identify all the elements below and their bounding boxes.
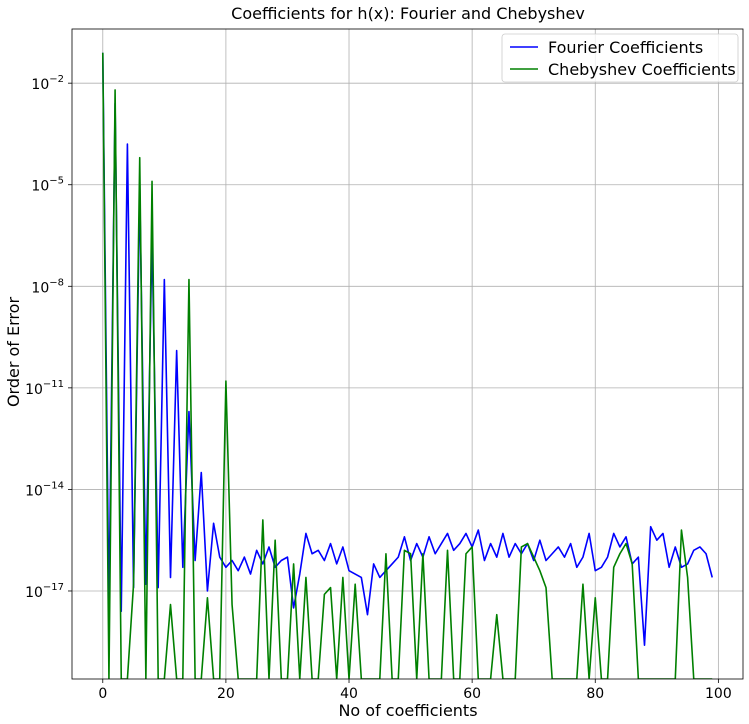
y-tick-exponent: −11 bbox=[43, 379, 64, 390]
y-tick-base: 10 bbox=[25, 585, 43, 601]
y-tick-label: 10−2 bbox=[31, 74, 64, 93]
y-tick-base: 10 bbox=[31, 179, 49, 195]
x-tick-label: 100 bbox=[705, 686, 732, 702]
chebyshev-series-line bbox=[101, 52, 713, 679]
series-layer bbox=[101, 52, 713, 679]
legend-label-fourier: Fourier Coefficients bbox=[548, 38, 703, 57]
x-axis-label: No of coefficients bbox=[338, 701, 477, 720]
y-tick-label: 10−11 bbox=[25, 379, 64, 398]
legend-label-chebyshev: Chebyshev Coefficients bbox=[548, 60, 736, 79]
plot-area bbox=[71, 28, 744, 680]
x-tick-label: 40 bbox=[340, 686, 358, 702]
y-tick-label: 10−14 bbox=[25, 480, 64, 499]
y-tick-label: 10−17 bbox=[25, 582, 64, 601]
y-tick-base: 10 bbox=[31, 280, 49, 296]
grid bbox=[72, 29, 743, 679]
fourier-series-line bbox=[101, 52, 713, 646]
y-axis-label: Order of Error bbox=[4, 297, 23, 407]
y-tick-label: 10−5 bbox=[31, 176, 64, 195]
legend: Fourier Coefficients Chebyshev Coefficien… bbox=[501, 33, 739, 83]
y-tick-base: 10 bbox=[25, 483, 43, 499]
x-tick-label: 60 bbox=[463, 686, 481, 702]
y-tick-base: 10 bbox=[31, 77, 49, 93]
y-tick-base: 10 bbox=[25, 382, 43, 398]
y-tick-exponent: −14 bbox=[43, 480, 64, 491]
chart-title: Coefficients for h(x): Fourier and Cheby… bbox=[231, 4, 585, 23]
x-tick-label: 80 bbox=[586, 686, 604, 702]
y-tick-exponent: −5 bbox=[49, 176, 64, 187]
x-axis: 0 20 40 60 80 100 bbox=[98, 679, 732, 702]
y-tick-label: 10−8 bbox=[31, 277, 64, 296]
y-tick-exponent: −2 bbox=[49, 74, 64, 85]
y-tick-exponent: −17 bbox=[43, 582, 64, 593]
legend-box bbox=[501, 33, 739, 83]
x-tick-label: 0 bbox=[98, 686, 107, 702]
y-tick-exponent: −8 bbox=[49, 277, 64, 288]
x-tick-label: 20 bbox=[217, 686, 235, 702]
